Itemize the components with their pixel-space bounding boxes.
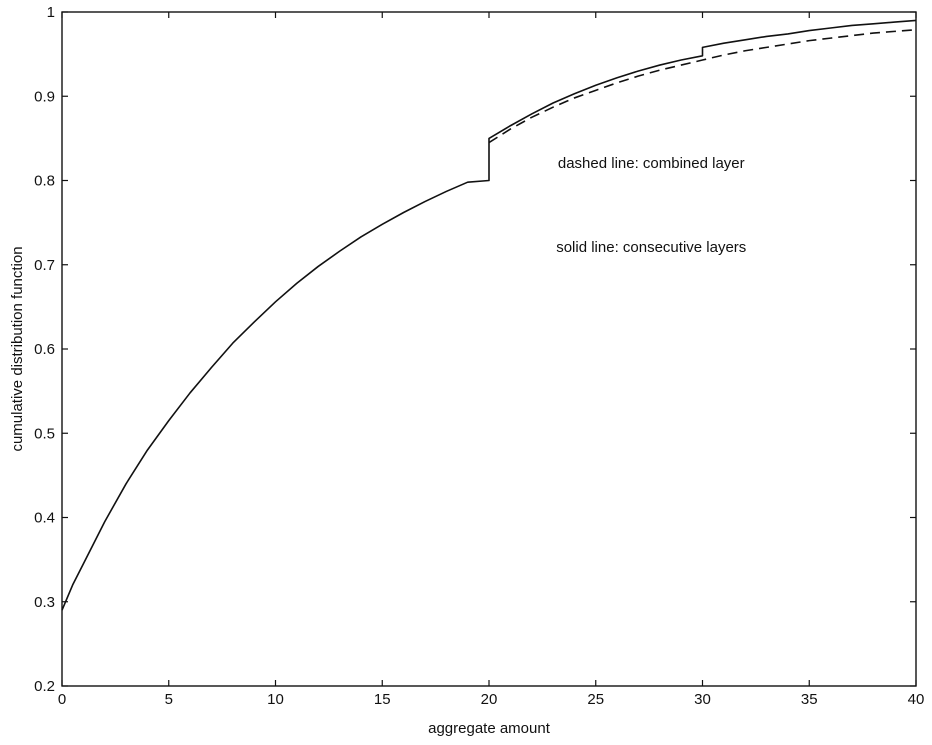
- x-tick-label: 10: [267, 691, 284, 708]
- chart-annotation-2: solid line: consecutive layers: [556, 239, 746, 256]
- x-tick-label: 25: [587, 691, 604, 708]
- y-tick-label: 0.9: [34, 88, 55, 105]
- annotation-layer: dashed line: combined layer solid line: c…: [556, 155, 746, 256]
- x-tick-label: 30: [694, 691, 711, 708]
- y-tick-label: 0.7: [34, 257, 55, 274]
- x-tick-label: 15: [374, 691, 391, 708]
- y-tick-label: 0.2: [34, 678, 55, 695]
- x-tick-label: 35: [801, 691, 818, 708]
- x-tick-label: 5: [165, 691, 173, 708]
- y-tick-label: 0.4: [34, 510, 55, 527]
- y-tick-label: 0.6: [34, 341, 55, 358]
- y-axis-label: cumulative distribution function: [9, 246, 26, 451]
- x-tick-label: 0: [58, 691, 66, 708]
- dashed-series-line: [488, 28, 917, 144]
- plot-frame: [61, 11, 917, 687]
- x-tick-label: 20: [481, 691, 498, 708]
- series-layer: [61, 19, 917, 611]
- y-tick-label: 0.5: [34, 425, 55, 442]
- y-tick-label: 0.3: [34, 594, 55, 611]
- y-tick-label: 0.8: [34, 173, 55, 190]
- axis-ticks: 0 5 10 15 20 25 30 35 40 0.2 0.3 0.4 0.5 0.6 0.7 0.8 0.9…: [34, 4, 924, 708]
- solid-series-line: [61, 19, 917, 611]
- chart-annotation-1: dashed line: combined layer: [558, 155, 745, 172]
- x-axis-label: aggregate amount: [428, 720, 551, 737]
- x-tick-label: 40: [908, 691, 925, 708]
- plot-area: [61, 11, 917, 687]
- y-tick-label: 1: [47, 4, 55, 21]
